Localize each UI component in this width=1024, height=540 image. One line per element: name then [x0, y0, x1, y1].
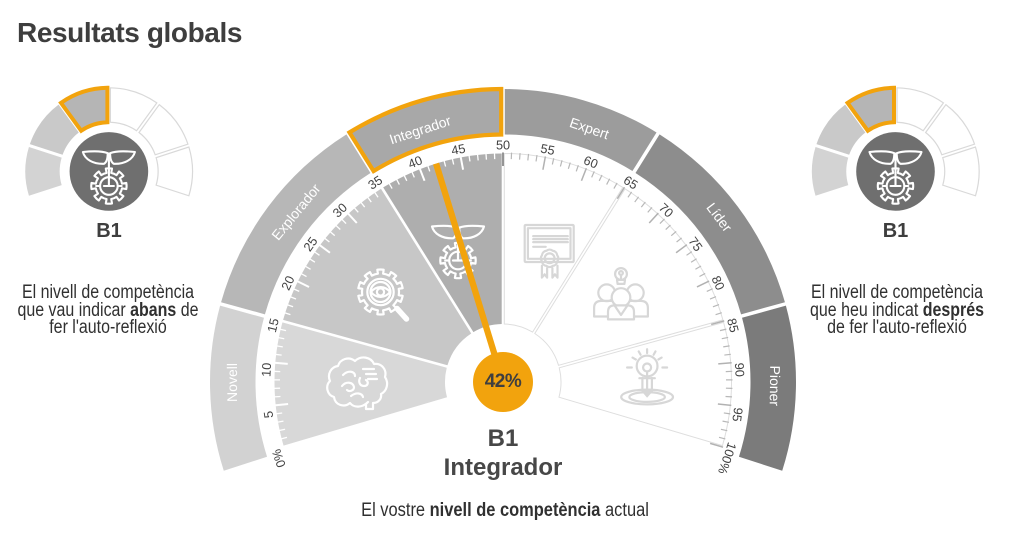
svg-text:75: 75: [685, 234, 705, 254]
svg-text:5: 5: [261, 410, 276, 419]
svg-text:50: 50: [496, 139, 510, 153]
svg-text:0%: 0%: [270, 447, 289, 469]
svg-text:20: 20: [279, 274, 298, 293]
svg-text:35: 35: [366, 173, 385, 192]
svg-text:80: 80: [708, 274, 727, 293]
svg-text:40: 40: [406, 153, 424, 171]
svg-text:90: 90: [732, 362, 747, 377]
svg-text:65: 65: [621, 173, 640, 192]
svg-text:10: 10: [259, 362, 274, 377]
svg-text:Novell: Novell: [224, 363, 240, 402]
svg-text:95: 95: [729, 407, 745, 423]
svg-text:25: 25: [301, 234, 321, 254]
svg-text:15: 15: [265, 317, 282, 334]
svg-text:60: 60: [582, 153, 600, 171]
svg-text:Pioner: Pioner: [767, 365, 784, 406]
svg-text:55: 55: [539, 142, 556, 158]
svg-text:45: 45: [450, 142, 467, 158]
svg-text:85: 85: [724, 317, 741, 334]
